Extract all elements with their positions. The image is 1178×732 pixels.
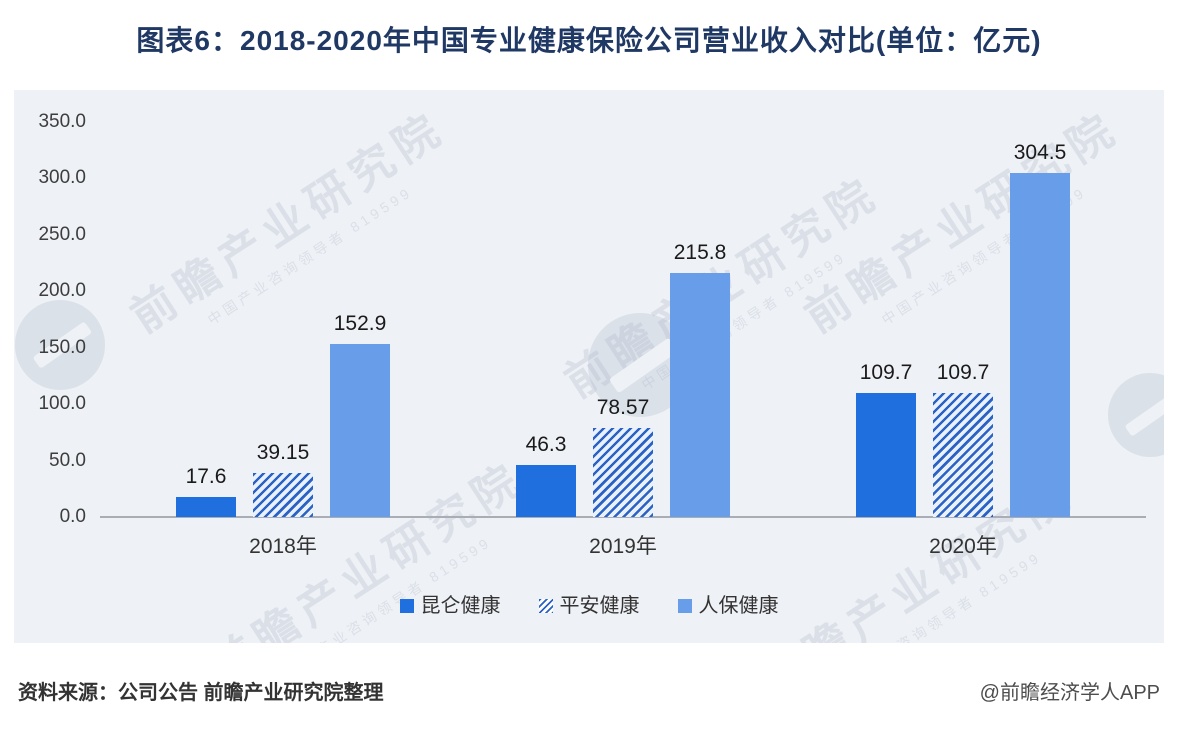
bar-平安健康-2018年 (253, 472, 313, 517)
bar-value-label: 39.15 (256, 440, 310, 464)
bar-value-label: 304.5 (1013, 141, 1067, 165)
bar-昆仑健康-2018年 (176, 497, 236, 517)
bar-value-label: 17.6 (185, 465, 227, 489)
watermark-text: 前瞻产业研究院 中国产业咨询领导者 819599 (796, 102, 1129, 343)
bar-人保健康-2020年 (1010, 173, 1070, 517)
bar-人保健康-2018年 (330, 344, 390, 517)
bar-人保健康-2019年 (670, 273, 730, 517)
bar-平安健康-2020年 (933, 393, 993, 517)
watermark-logo-icon (1108, 373, 1164, 457)
legend-label: 昆仑健康 (420, 595, 501, 617)
bar-value-label: 46.3 (525, 432, 567, 456)
y-axis-tick-label: 250.0 (38, 223, 86, 245)
y-axis-tick-label: 350.0 (38, 111, 86, 132)
x-category-label: 2018年 (249, 535, 317, 558)
bar-value-label: 215.8 (673, 241, 727, 265)
legend-label: 人保健康 (698, 595, 779, 617)
y-axis-tick-label: 300.0 (38, 167, 86, 189)
legend-swatch-icon (538, 599, 553, 613)
bar-value-label: 78.57 (596, 396, 650, 420)
chart-legend: 昆仑健康 平安健康 人保健康 (14, 593, 1164, 619)
legend-item-平安健康: 平安健康 (538, 593, 640, 619)
source-note: 资料来源：公司公告 前瞻产业研究院整理 (18, 681, 384, 704)
bar-昆仑健康-2019年 (516, 464, 576, 517)
y-axis-tick-label: 50.0 (49, 449, 86, 471)
y-axis-tick-label: 100.0 (38, 393, 86, 415)
legend-item-昆仑健康: 昆仑健康 (399, 593, 501, 619)
bar-value-label: 109.7 (936, 361, 990, 385)
x-category-label: 2019年 (589, 535, 657, 558)
credit-note: @前瞻经济学人APP (979, 681, 1160, 704)
legend-swatch-icon (677, 599, 692, 613)
x-category-label: 2020年 (929, 535, 997, 558)
bar-平安健康-2019年 (593, 428, 653, 517)
y-axis-tick-label: 0.0 (59, 506, 86, 527)
bar-value-label: 152.9 (333, 312, 387, 336)
x-axis-line (100, 516, 1146, 518)
legend-label: 平安健康 (559, 595, 640, 617)
legend-item-人保健康: 人保健康 (677, 593, 779, 619)
y-axis-tick-label: 150.0 (38, 336, 86, 358)
chart-panel: 前瞻产业研究院 中国产业咨询领导者 819599 前瞻产业研究院 中国产业咨询领… (14, 90, 1164, 643)
y-axis-tick-label: 200.0 (38, 280, 86, 302)
footer: 资料来源：公司公告 前瞻产业研究院整理 @前瞻经济学人APP (0, 672, 1178, 708)
bar-昆仑健康-2020年 (856, 393, 916, 517)
bar-value-label: 109.7 (859, 361, 913, 385)
legend-swatch-icon (399, 599, 414, 613)
chart-title: 图表6：2018-2020年中国专业健康保险公司营业收入对比(单位：亿元) (136, 25, 1042, 56)
